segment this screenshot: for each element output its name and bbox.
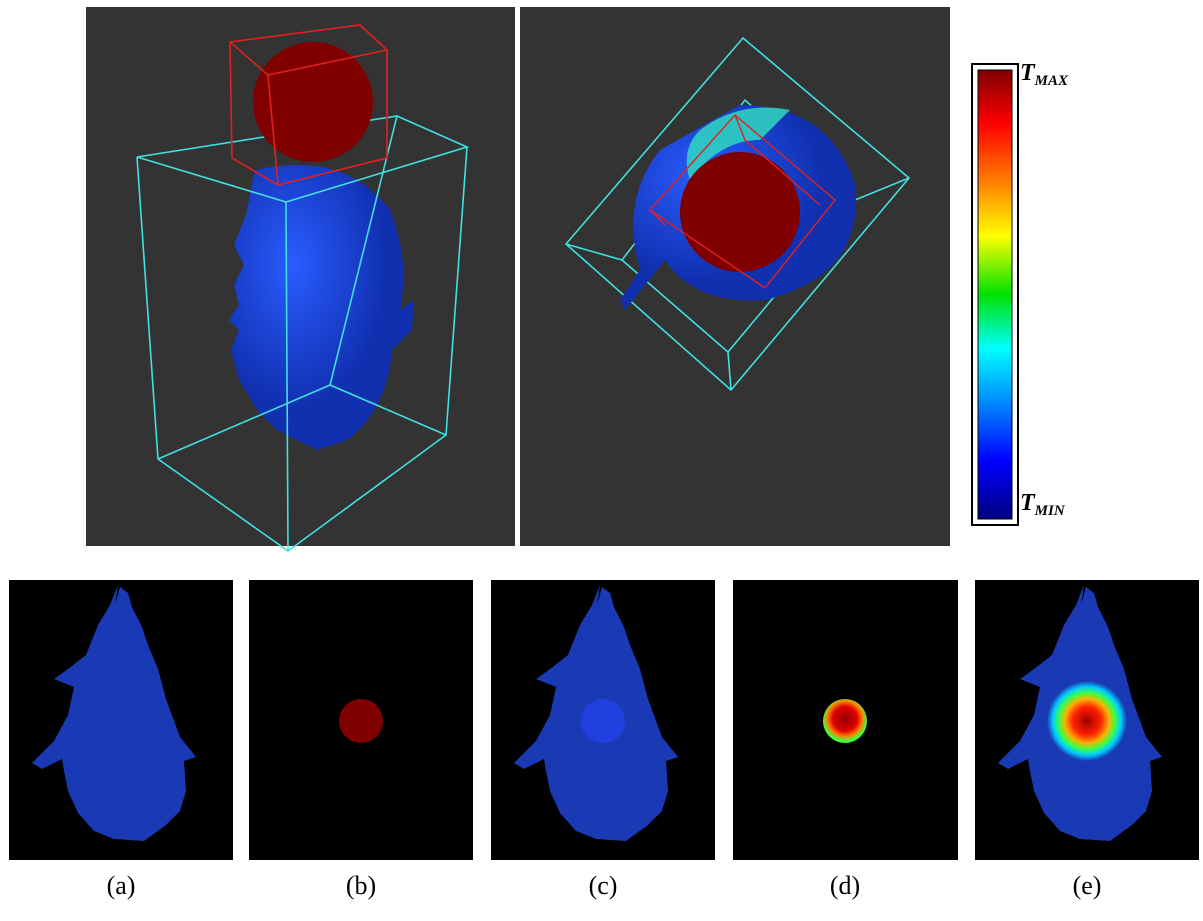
panel-label: (d) — [830, 871, 860, 900]
panel-label: (a) — [107, 871, 136, 900]
colorbar-min-label: TMIN — [1020, 490, 1066, 519]
colorbar — [978, 70, 1012, 519]
panel-label: (c) — [589, 871, 618, 900]
panel-b — [249, 580, 473, 860]
panel-a — [9, 580, 233, 860]
panel-c — [491, 580, 715, 860]
page: {"colorbar": {"max": {"symbol": "T", "su… — [0, 0, 1203, 921]
colorbar-max-label: TMAX — [1020, 60, 1069, 89]
panel-label: (b) — [346, 871, 376, 900]
panel-d — [733, 580, 958, 860]
panel-label: (e) — [1073, 871, 1102, 900]
figure: TMAX TMIN (a) (b) (c) (d) (e) — [0, 0, 1203, 921]
sphere — [680, 152, 800, 272]
panel-e — [975, 580, 1199, 860]
